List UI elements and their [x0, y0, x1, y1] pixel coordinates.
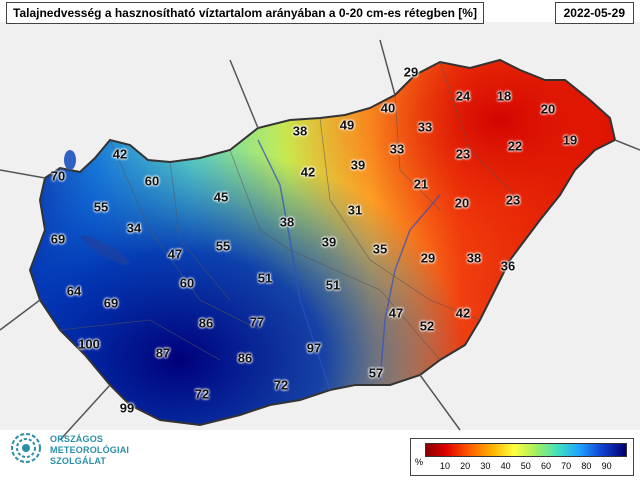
value-label: 22 — [507, 138, 523, 154]
value-label: 23 — [505, 192, 521, 208]
value-label: 69 — [103, 295, 119, 311]
value-label: 55 — [215, 238, 231, 254]
value-label: 29 — [420, 250, 436, 266]
value-label: 47 — [388, 305, 404, 321]
value-label: 51 — [325, 277, 341, 293]
value-label: 87 — [155, 345, 171, 361]
value-label: 42 — [455, 305, 471, 321]
value-label: 77 — [249, 314, 265, 330]
value-label: 38 — [279, 214, 295, 230]
value-label: 60 — [179, 275, 195, 291]
legend-tick: 60 — [540, 461, 552, 471]
value-label: 33 — [389, 141, 405, 157]
omsz-logo-text: ORSZÁGOS METEOROLÓGIAI SZOLGÁLAT — [50, 434, 129, 467]
legend-tick: 30 — [480, 461, 491, 471]
value-label: 20 — [454, 195, 470, 211]
value-label: 97 — [306, 340, 322, 356]
value-label: 45 — [213, 189, 229, 205]
value-label: 86 — [198, 315, 214, 331]
value-label: 38 — [466, 250, 482, 266]
legend-tick: 90 — [601, 461, 612, 471]
value-label: 70 — [50, 168, 66, 184]
value-label: 52 — [419, 318, 435, 334]
value-label: 18 — [496, 88, 512, 104]
legend-tick: 40 — [500, 461, 511, 471]
value-label: 29 — [403, 64, 419, 80]
color-legend: % 10 20 30 40 50 60 70 80 90 — [410, 438, 634, 476]
value-label: 72 — [194, 386, 210, 402]
omsz-logo: ORSZÁGOS METEOROLÓGIAI SZOLGÁLAT — [8, 430, 138, 476]
value-label: 60 — [144, 173, 160, 189]
value-label: 72 — [273, 377, 289, 393]
value-label: 38 — [292, 123, 308, 139]
logo-line-2: METEOROLÓGIAI — [50, 445, 130, 455]
value-label: 35 — [372, 241, 388, 257]
legend-tick: 70 — [561, 461, 572, 471]
value-label: 42 — [300, 164, 316, 180]
legend-color-bar — [425, 443, 627, 457]
value-label: 36 — [500, 258, 516, 274]
value-label: 19 — [562, 132, 578, 148]
legend-tick: 20 — [460, 461, 471, 471]
omsz-logo-icon — [11, 433, 41, 463]
value-label: 99 — [119, 400, 135, 416]
map-date: 2022-05-29 — [554, 2, 634, 24]
value-label: 69 — [50, 231, 66, 247]
legend-tick: 10 — [439, 461, 451, 471]
value-label: 47 — [167, 246, 183, 262]
value-label: 40 — [380, 100, 396, 116]
map-title: Talajnedvesség a hasznosítható víztartal… — [6, 2, 484, 24]
logo-line-3: SZOLGÁLAT — [50, 456, 107, 466]
legend-tick: 80 — [581, 461, 592, 471]
value-label: 39 — [321, 234, 337, 250]
value-label: 23 — [455, 146, 471, 162]
value-label: 21 — [413, 176, 429, 192]
value-label: 42 — [112, 146, 128, 162]
value-label: 100 — [78, 336, 100, 352]
value-label: 55 — [93, 199, 109, 215]
value-label: 31 — [347, 202, 363, 218]
logo-line-1: ORSZÁGOS — [50, 434, 104, 444]
legend-tick: 50 — [520, 461, 531, 471]
legend-unit: % — [415, 457, 424, 467]
value-label: 86 — [237, 350, 253, 366]
value-label: 64 — [66, 283, 82, 299]
value-label: 51 — [257, 270, 273, 286]
value-label: 49 — [339, 117, 355, 133]
value-label: 57 — [368, 365, 384, 381]
value-label: 34 — [126, 220, 142, 236]
value-label: 39 — [350, 157, 366, 173]
value-label: 33 — [417, 119, 433, 135]
value-label: 20 — [540, 101, 556, 117]
value-label: 24 — [455, 88, 471, 104]
